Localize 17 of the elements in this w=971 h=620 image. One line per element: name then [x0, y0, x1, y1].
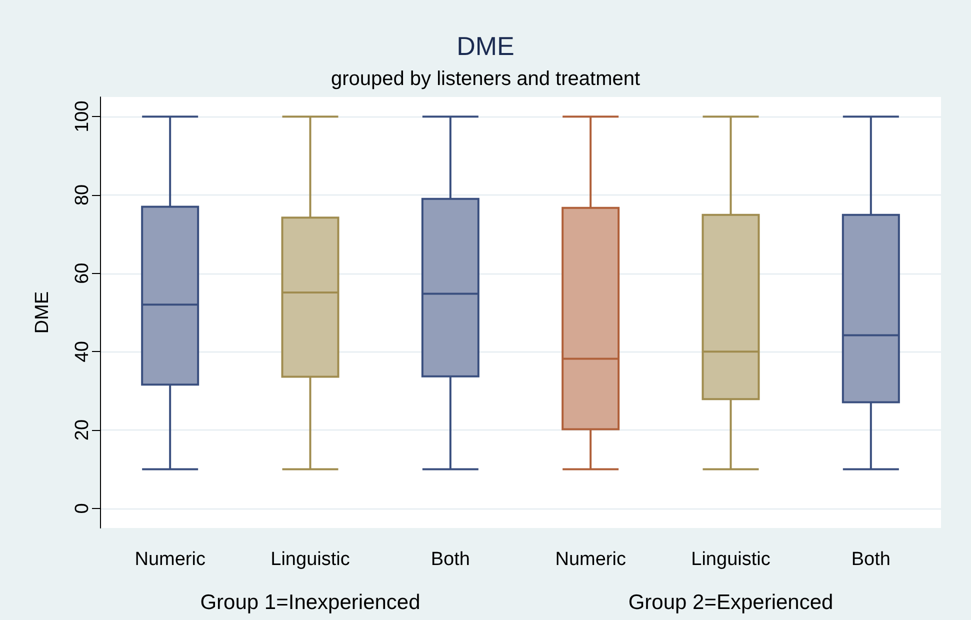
y-tick-label: 20	[72, 419, 93, 441]
y-tick-label: 0	[72, 503, 93, 514]
y-tick-label: 100	[72, 100, 93, 132]
x-tick-label: Linguistic	[691, 549, 770, 570]
chart-subtitle: grouped by listeners and treatment	[330, 68, 640, 90]
text: Group 2=Experienced	[628, 591, 834, 614]
x-tick-label: Numeric	[555, 549, 626, 570]
chart-title: DME	[456, 31, 514, 61]
x-tick-label: Numeric	[134, 549, 206, 570]
x-tick-label: Both	[430, 549, 470, 570]
y-axis-title: DME	[32, 291, 53, 334]
y-tick-label: 80	[72, 184, 93, 206]
y-tick-label: 60	[72, 262, 93, 284]
x-tick-label: Both	[851, 549, 890, 570]
x-tick-label: Linguistic	[270, 549, 350, 570]
y-tick-label: 40	[72, 341, 93, 362]
text: Group 1=Inexperienced	[200, 591, 420, 614]
